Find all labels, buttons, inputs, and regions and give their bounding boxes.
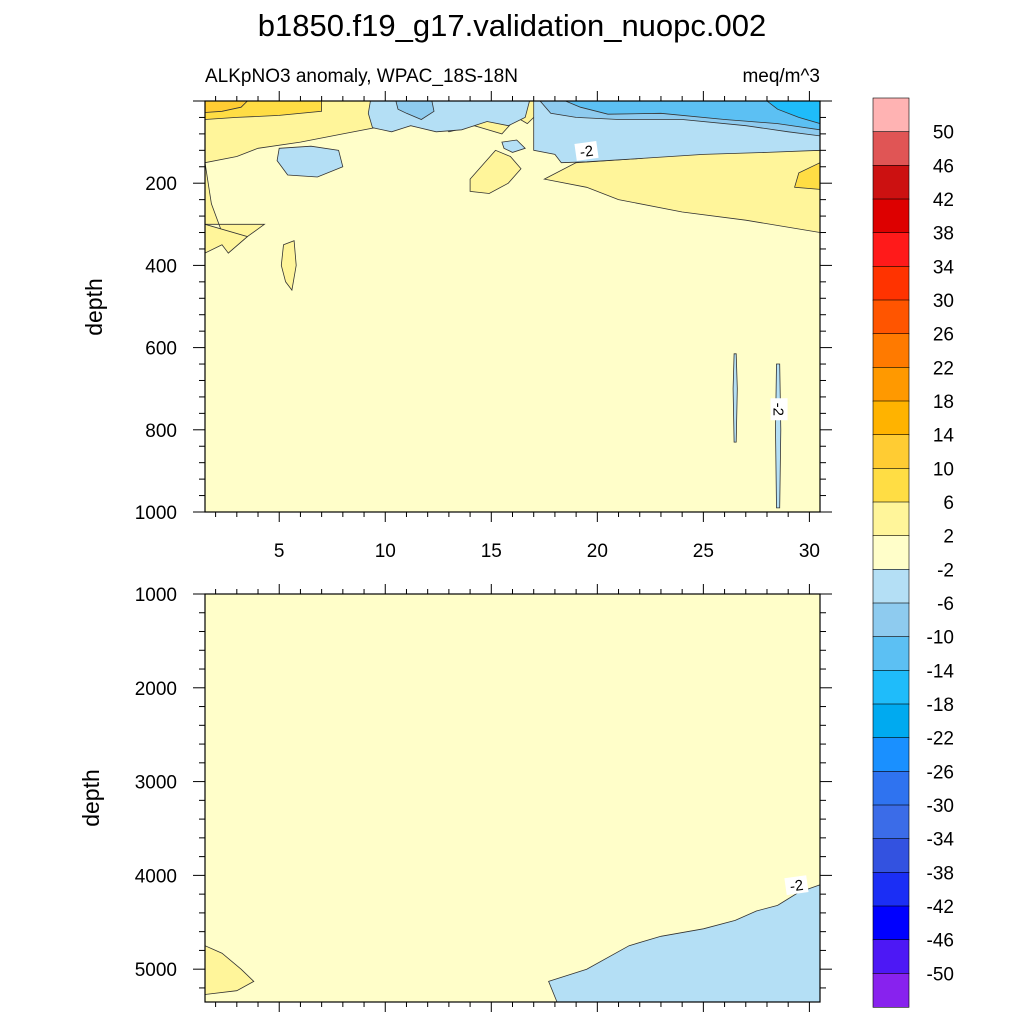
contour-region xyxy=(548,884,820,1002)
contour-region xyxy=(276,145,344,178)
contour-region xyxy=(501,139,526,153)
colorbar-label: -34 xyxy=(927,830,955,851)
colorbar-label: 46 xyxy=(933,156,954,177)
lower-panel: 1000 2000 3000 4000 5000 -2 xyxy=(135,584,832,1012)
lower-y-axis-label: depth xyxy=(78,769,104,827)
colorbar-label: -46 xyxy=(927,931,954,952)
colorbar-swatch xyxy=(872,569,910,604)
contour-label-text: -2 xyxy=(770,403,787,416)
colorbar-label: -26 xyxy=(927,762,954,783)
contour-region xyxy=(565,101,820,131)
contour-region xyxy=(469,149,522,194)
colorbar-swatch xyxy=(872,97,910,133)
colorbar-label: -50 xyxy=(927,964,954,985)
colorbar-swatch xyxy=(872,501,910,537)
y-tick-label: 4000 xyxy=(135,866,177,887)
colorbar-swatch xyxy=(872,400,910,436)
colorbar-swatch xyxy=(872,299,910,335)
x-tick-label: 5 xyxy=(274,541,285,562)
colorbar-label: -2 xyxy=(937,560,954,581)
y-tick-label: 1000 xyxy=(135,585,177,606)
colorbar-swatch xyxy=(872,939,910,974)
contour-region xyxy=(205,101,248,113)
x-tick-label: 25 xyxy=(693,541,714,562)
y-tick-label: 2000 xyxy=(135,679,177,700)
colorbar: 50 46 42 38 34 30 26 22 18 14 10 6 2 -2 -6 -10 -14 -18 -22… xyxy=(872,97,955,1008)
chart-title: b1850.f19_g17.validation_nuopc.002 xyxy=(258,8,767,43)
colorbar-swatch xyxy=(872,872,910,907)
colorbar-swatch xyxy=(872,266,910,301)
y-tick-label: 800 xyxy=(145,421,177,442)
colorbar-label: 22 xyxy=(933,358,954,379)
colorbar-swatch xyxy=(872,737,910,772)
colorbar-label: 26 xyxy=(933,325,954,346)
colorbar-label: 42 xyxy=(933,190,954,211)
x-tick-label: 20 xyxy=(587,541,608,562)
colorbar-swatch xyxy=(872,535,910,570)
colorbar-swatch xyxy=(872,838,910,873)
colorbar-label: -10 xyxy=(927,628,954,649)
colorbar-swatch xyxy=(872,771,910,806)
y-tick-label: 200 xyxy=(145,174,177,195)
upper-y-axis-label: depth xyxy=(81,278,107,336)
colorbar-swatch xyxy=(872,131,910,166)
colorbar-label: 6 xyxy=(943,493,954,514)
variable-label: ALKpNO3 anomaly, WPAC_18S-18N xyxy=(205,66,518,87)
contour-label: -2 xyxy=(770,398,788,421)
colorbar-label: 2 xyxy=(943,527,954,548)
colorbar-label: 18 xyxy=(933,392,954,413)
colorbar-swatch xyxy=(872,198,910,234)
upper-panel: 5 10 15 20 25 30 200 400 600 800 1000 -2 -2 xyxy=(135,91,832,562)
contour-label: -2 xyxy=(784,875,809,896)
colorbar-swatch xyxy=(872,636,910,671)
contour-region xyxy=(205,945,255,995)
colorbar-swatch xyxy=(872,165,910,200)
colorbar-swatch xyxy=(872,367,910,402)
colorbar-label: 50 xyxy=(933,123,954,144)
x-tick-label: 10 xyxy=(375,541,396,562)
y-tick-label: 1000 xyxy=(135,503,177,524)
colorbar-swatch xyxy=(872,602,910,638)
contour-region xyxy=(794,162,820,190)
contour-label-text: -2 xyxy=(789,877,805,896)
contour-region xyxy=(775,363,782,509)
y-tick-label: 3000 xyxy=(135,773,177,794)
colorbar-swatch xyxy=(872,804,910,840)
x-tick-label: 30 xyxy=(799,541,820,562)
colorbar-label: -42 xyxy=(927,897,954,918)
colorbar-label: -22 xyxy=(927,729,954,750)
colorbar-swatch xyxy=(872,905,910,941)
colorbar-label: -38 xyxy=(927,863,954,884)
colorbar-swatch xyxy=(872,670,910,705)
colorbar-swatch xyxy=(872,333,910,368)
contour-region xyxy=(766,101,820,125)
contour-region xyxy=(732,353,738,443)
colorbar-swatch xyxy=(872,973,910,1008)
units-label: meq/m^3 xyxy=(742,66,820,87)
contour-region xyxy=(205,223,249,254)
colorbar-label: 10 xyxy=(933,459,954,480)
y-tick-label: 5000 xyxy=(135,960,177,981)
colorbar-label: -30 xyxy=(927,796,954,817)
colorbar-label: 38 xyxy=(933,224,954,245)
colorbar-swatch xyxy=(872,703,910,739)
colorbar-swatch xyxy=(872,468,910,503)
contour-label-text: -2 xyxy=(579,143,595,162)
colorbar-label: -18 xyxy=(927,695,954,716)
y-tick-label: 400 xyxy=(145,256,177,277)
contour-label: -2 xyxy=(574,140,599,162)
contour-region xyxy=(395,101,435,120)
y-tick-label: 600 xyxy=(145,339,177,360)
colorbar-label: -6 xyxy=(937,594,954,615)
colorbar-swatch xyxy=(872,232,910,267)
colorbar-label: 14 xyxy=(933,426,955,447)
x-tick-label: 15 xyxy=(481,541,502,562)
colorbar-label: -14 xyxy=(927,661,955,682)
contour-region xyxy=(280,240,297,292)
colorbar-swatch xyxy=(872,434,910,469)
colorbar-label: 30 xyxy=(933,291,954,312)
colorbar-label: 34 xyxy=(933,257,955,278)
